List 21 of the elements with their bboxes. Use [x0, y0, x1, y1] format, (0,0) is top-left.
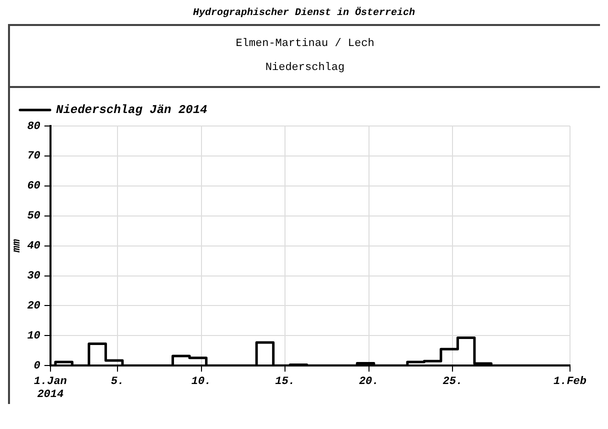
- x-tick-label: 20.: [358, 376, 379, 388]
- chart-subtitle: Niederschlag: [264, 62, 346, 74]
- y-tick-label: 80: [27, 120, 41, 133]
- y-tick-label: 70: [27, 150, 41, 163]
- y-tick-label: 50: [27, 210, 41, 223]
- y-tick-label: 60: [27, 180, 41, 193]
- x-tick-label: 5.: [110, 376, 124, 388]
- x-tick-label: 1.Jan 2014: [34, 376, 68, 402]
- chart-title: Elmen-Martinau / Lech: [234, 38, 376, 50]
- x-tick-label: 10.: [191, 376, 212, 388]
- y-axis-title: mm: [11, 238, 24, 254]
- legend-label: Niederschlag Jän 2014: [56, 103, 208, 118]
- x-tick-label: 15.: [275, 376, 295, 388]
- y-tick-label: 0: [34, 360, 41, 372]
- text: Hydrographischer Dienst in Österreich: [192, 8, 416, 21]
- x-tick-label: 1.Feb: [553, 376, 587, 388]
- x-tick-label: 25.: [442, 376, 463, 388]
- y-tick-label: 20: [27, 300, 41, 312]
- y-tick-label: 40: [27, 240, 41, 253]
- y-tick-label: 10: [27, 330, 41, 342]
- y-tick-label: 30: [27, 270, 41, 283]
